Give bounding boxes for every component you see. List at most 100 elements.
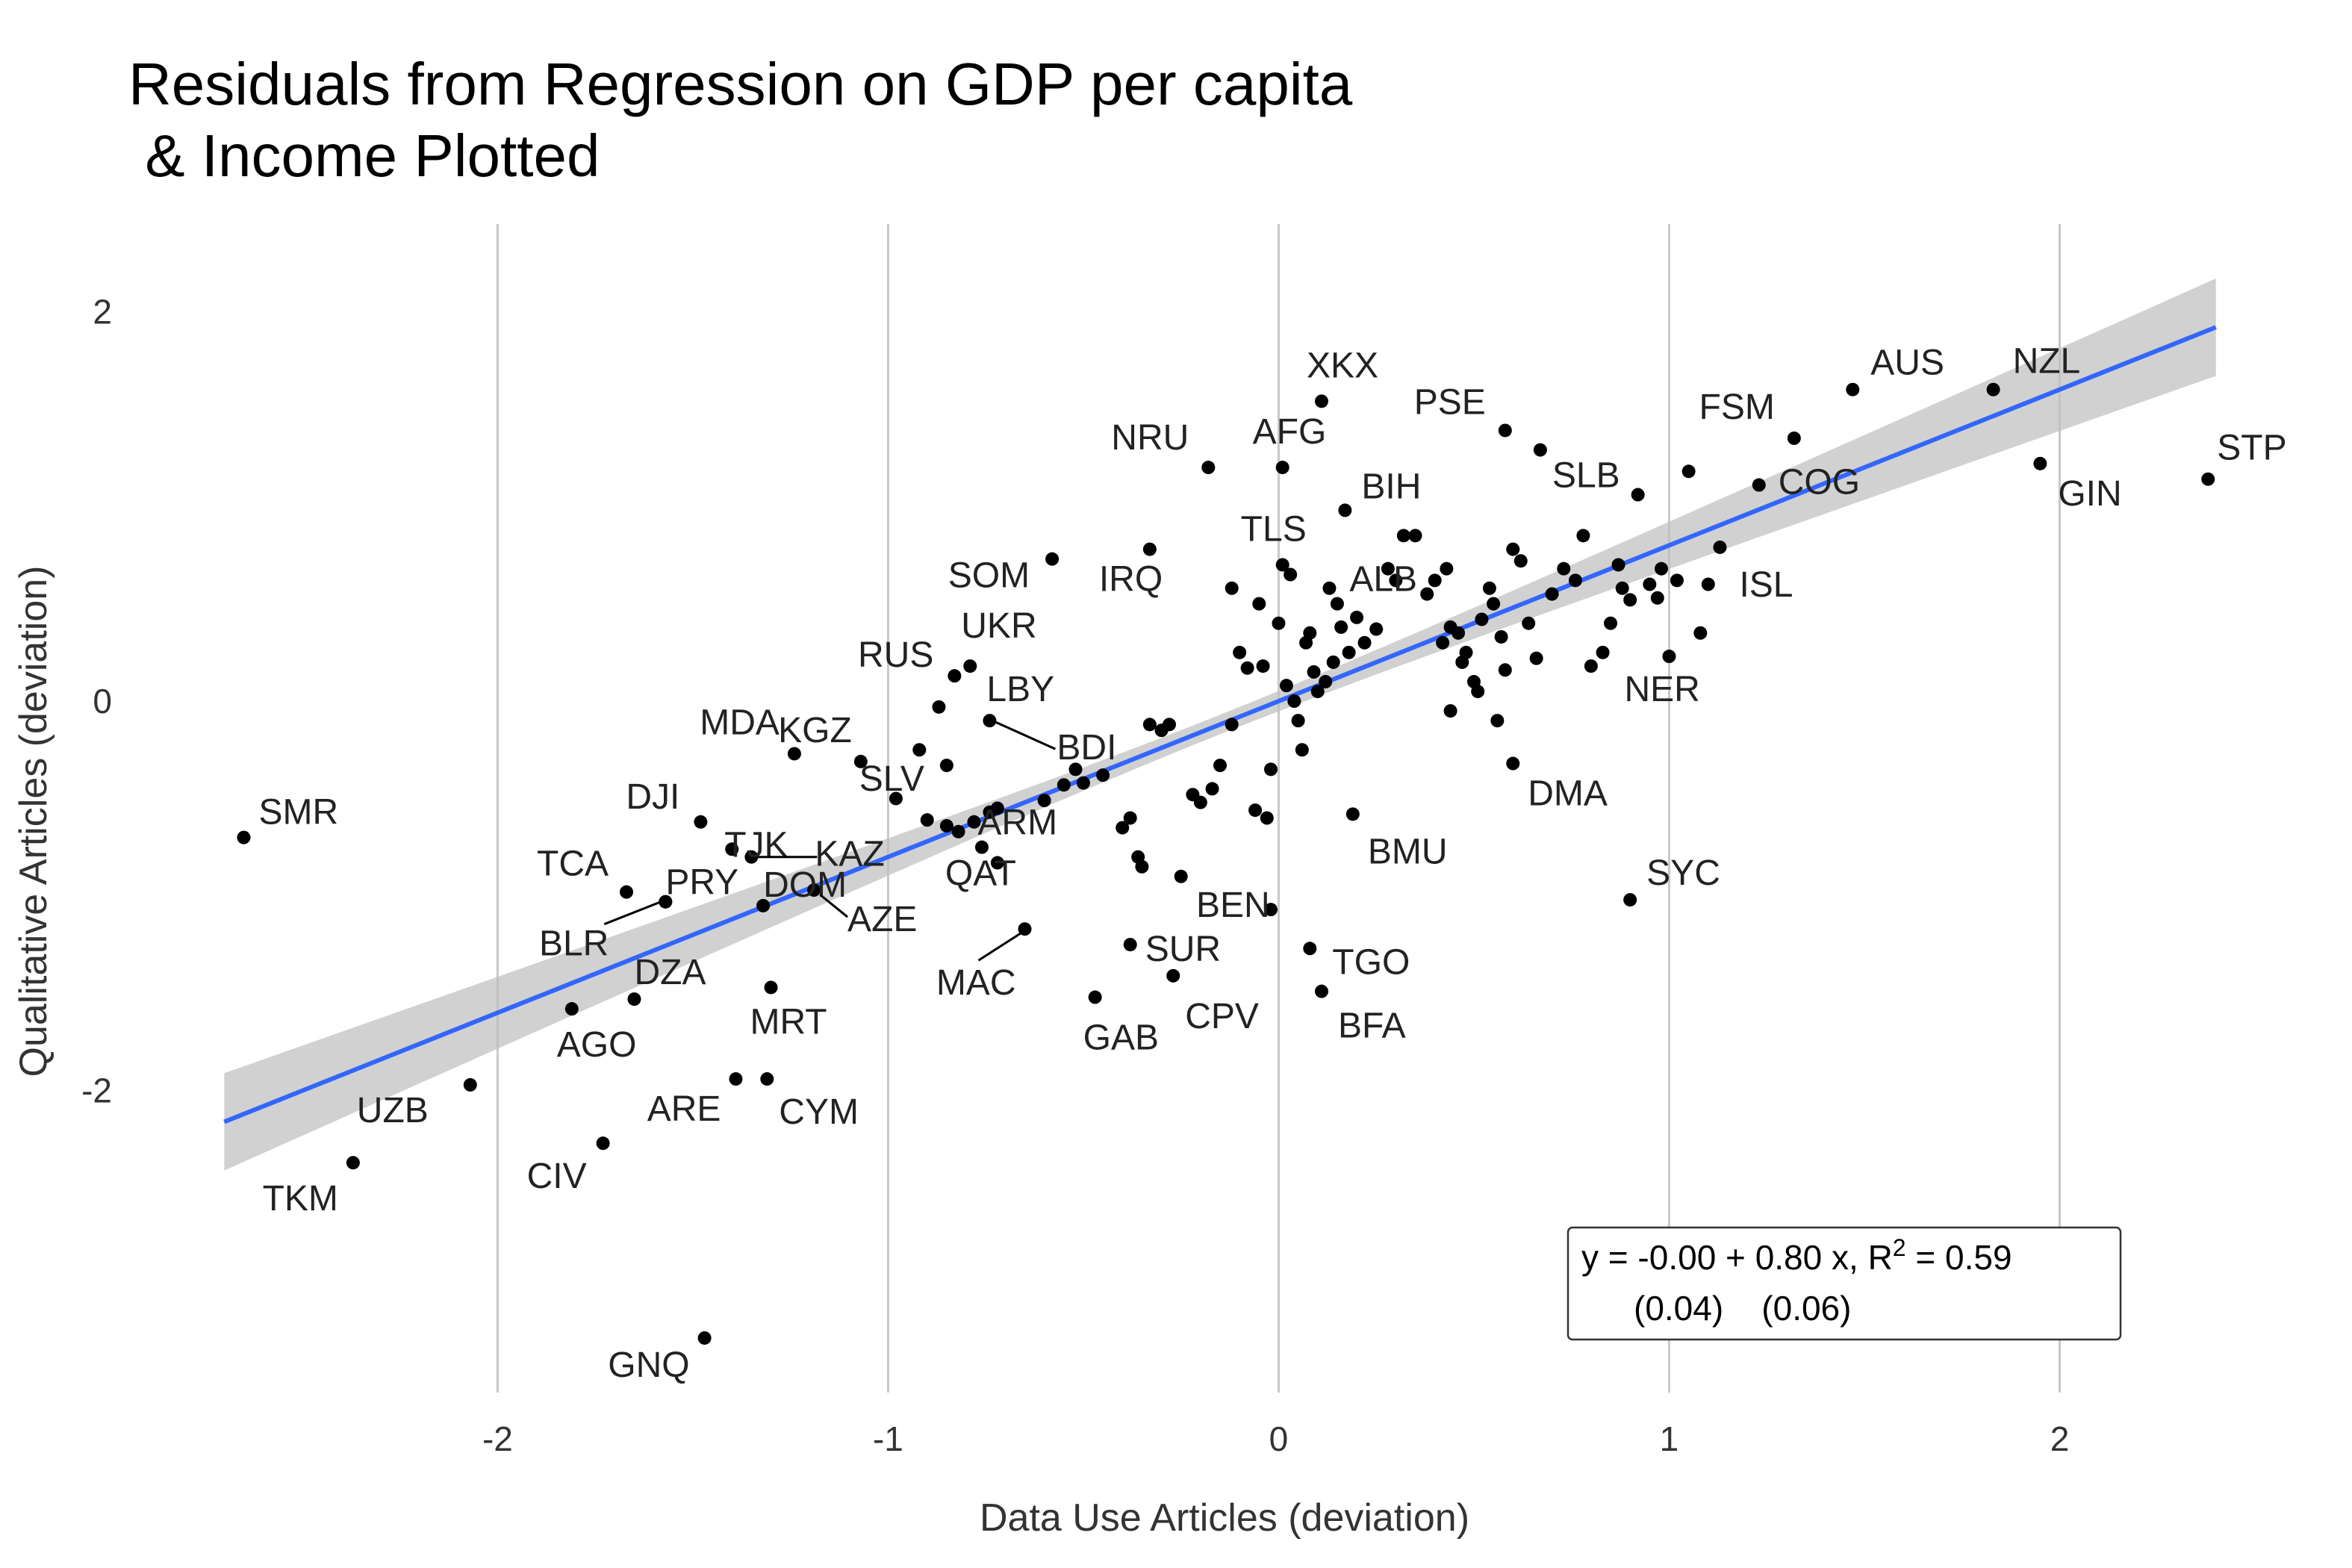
data-point-mda — [787, 747, 801, 761]
data-point-xkx — [1314, 394, 1328, 408]
data-point — [1291, 714, 1305, 728]
x-axis-ticks: -2 -1 0 1 2 — [482, 1419, 2069, 1458]
data-point — [1681, 464, 1696, 479]
chart-title-line-2: & Income Plotted — [128, 122, 600, 189]
point-label-som: SOM — [948, 556, 1030, 596]
point-label-mda: MDA — [700, 703, 780, 742]
grid-lines — [496, 224, 2061, 1393]
data-point — [1576, 529, 1590, 543]
data-point — [1471, 685, 1485, 698]
data-point — [1655, 561, 1669, 576]
data-point-smr — [237, 830, 251, 844]
data-point-uzb — [463, 1077, 477, 1092]
point-label-gnq: GNQ — [608, 1345, 689, 1385]
point-label-dom: DOM — [763, 865, 847, 905]
data-point-aus — [1846, 382, 1860, 396]
data-point-ukr — [963, 659, 977, 673]
point-label-dji: DJI — [626, 777, 679, 817]
data-point — [1263, 762, 1278, 777]
data-point — [1272, 616, 1286, 630]
data-point — [1506, 542, 1520, 556]
data-point — [1284, 567, 1298, 582]
data-point — [1650, 591, 1664, 605]
data-point-fsm — [1787, 431, 1801, 445]
point-label-aus: AUS — [1870, 343, 1944, 383]
x-tick-label: -1 — [873, 1419, 903, 1458]
equation-main-text: y = -0.00 + 0.80 x, R — [1581, 1238, 1893, 1277]
data-point — [1076, 776, 1090, 790]
data-point — [1319, 674, 1333, 688]
data-point — [974, 840, 989, 854]
data-point — [1455, 655, 1469, 669]
point-label-ukr: UKR — [961, 606, 1036, 646]
data-point — [1701, 577, 1715, 591]
data-point — [1233, 645, 1247, 659]
data-point-civ — [596, 1136, 610, 1151]
data-point-slb — [1533, 443, 1547, 457]
data-point-tkm — [346, 1156, 360, 1170]
data-point-bih — [1338, 503, 1352, 517]
data-point — [1615, 581, 1629, 595]
data-point — [1428, 573, 1442, 588]
data-point-tjk — [725, 842, 739, 856]
data-point — [1240, 661, 1254, 675]
point-label-arm: ARM — [977, 803, 1057, 843]
data-point — [1487, 597, 1501, 611]
point-label-stp: STP — [2217, 429, 2286, 468]
data-point-dza — [627, 992, 641, 1007]
data-point — [1557, 561, 1571, 576]
data-point-isl — [1713, 540, 1727, 554]
x-tick-label: 0 — [1269, 1419, 1289, 1458]
point-label-qat: QAT — [945, 854, 1016, 894]
data-point — [1252, 597, 1266, 611]
data-point-arm — [983, 805, 997, 819]
data-point — [1205, 782, 1219, 796]
data-point-dma — [1506, 756, 1520, 771]
data-point — [1604, 616, 1618, 630]
data-point — [1490, 714, 1505, 728]
data-point — [1248, 803, 1263, 818]
data-point — [1322, 581, 1337, 595]
data-point — [1330, 597, 1344, 611]
point-label-slv: SLV — [859, 759, 924, 799]
data-point — [1307, 665, 1321, 679]
point-label-pry: PRY — [665, 863, 738, 903]
point-label-xkx: XKX — [1307, 346, 1378, 385]
data-point — [1389, 573, 1403, 588]
data-point-tgo — [1303, 942, 1317, 956]
data-point — [1303, 626, 1317, 640]
data-point — [1443, 704, 1457, 718]
data-point — [1037, 794, 1051, 808]
equation-line-1: y = -0.00 + 0.80 x, R2 = 0.59 — [1581, 1234, 2012, 1277]
data-point — [1342, 645, 1356, 659]
data-point — [1287, 694, 1301, 709]
point-label-gin: GIN — [2058, 474, 2121, 514]
data-point-cym — [760, 1072, 774, 1086]
data-point — [1381, 561, 1395, 576]
y-axis-ticks: -2 0 2 — [81, 292, 112, 1110]
data-point — [1693, 626, 1708, 640]
y-tick-label: 0 — [93, 682, 112, 721]
data-point — [1420, 587, 1434, 601]
data-point-ago — [564, 1002, 579, 1016]
data-point-ner — [1662, 650, 1676, 664]
point-label-kaz: KAZ — [815, 835, 884, 874]
data-point — [1135, 859, 1149, 874]
data-point — [1350, 610, 1364, 624]
data-point — [1452, 626, 1466, 640]
data-point — [920, 813, 934, 827]
x-tick-label: 2 — [2050, 1419, 2070, 1458]
data-point — [1494, 629, 1508, 644]
data-point-kgz — [853, 754, 868, 768]
data-point — [1213, 759, 1227, 773]
data-point-nzl — [1986, 382, 2000, 396]
data-point — [1545, 587, 1559, 601]
point-label-dza: DZA — [634, 953, 706, 992]
data-point-lby — [932, 700, 946, 714]
data-point — [1513, 554, 1528, 568]
chart-title: Residuals from Regression on GDP per cap… — [128, 51, 1353, 189]
data-point — [1193, 795, 1207, 809]
point-label-tca: TCA — [537, 844, 609, 884]
data-point — [1631, 488, 1645, 502]
